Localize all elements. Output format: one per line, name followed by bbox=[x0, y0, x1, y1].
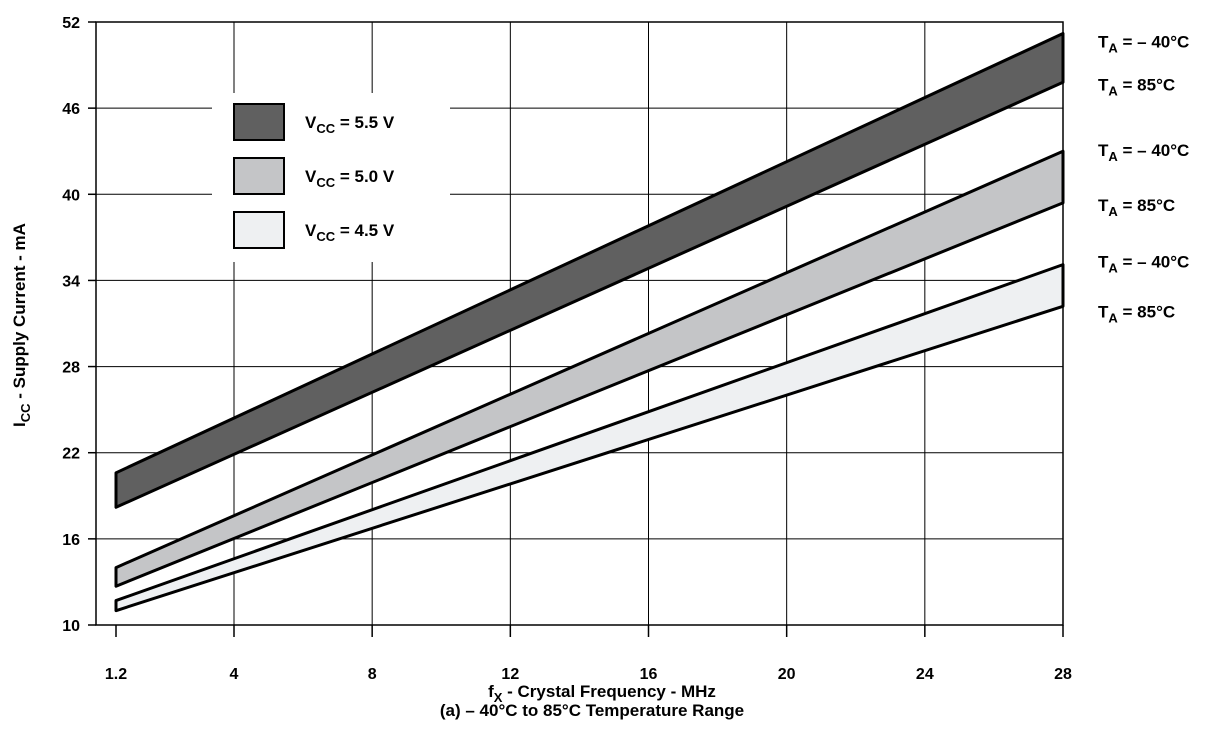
y-tick-label: 34 bbox=[62, 273, 80, 290]
y-tick-label: 22 bbox=[62, 446, 80, 463]
temp-annotation-2: TA = 85°C bbox=[1098, 75, 1175, 98]
y-axis-label: ICC - Supply Current - mA bbox=[10, 223, 33, 427]
x-tick-label: 28 bbox=[1054, 666, 1072, 683]
y-tick-label: 52 bbox=[62, 15, 80, 32]
legend-swatch-1 bbox=[233, 103, 285, 141]
band-1 bbox=[114, 31, 1065, 509]
chart-caption: (a) – 40°C to 85°C Temperature Range bbox=[440, 701, 744, 720]
legend-label-2: VCC = 5.0 V bbox=[305, 167, 395, 190]
x-tick-label: 8 bbox=[368, 666, 377, 683]
temp-annotation-1: TA = – 40°C bbox=[1098, 32, 1189, 55]
temp-annotation-4: TA = 85°C bbox=[1098, 196, 1175, 219]
x-axis-label: fX - Crystal Frequency - MHz bbox=[488, 682, 716, 705]
temp-annotation-3: TA = – 40°C bbox=[1098, 141, 1189, 164]
plot-frame bbox=[95, 21, 1064, 626]
x-tick-label: 24 bbox=[916, 666, 934, 683]
temperature-annotations: TA = – 40°C TA = 85°C TA = – 40°C TA = 85°C… bbox=[1098, 32, 1189, 325]
x-axis-ticks: 1.2 4 8 12 16 20 24 28 bbox=[105, 625, 1072, 683]
x-tick-label: 12 bbox=[501, 666, 519, 683]
legend-label-3: VCC = 4.5 V bbox=[305, 221, 395, 244]
legend: VCC = 5.5 V VCC = 5.0 V VCC = 4.5 V bbox=[233, 103, 395, 249]
legend-label-1: VCC = 5.5 V bbox=[305, 113, 395, 136]
x-tick-label: 4 bbox=[230, 666, 239, 683]
x-tick-label: 1.2 bbox=[105, 666, 127, 683]
y-axis-ticks: 10 16 22 28 34 40 46 52 bbox=[62, 15, 96, 635]
legend-swatch-2 bbox=[233, 157, 285, 195]
temp-annotation-6: TA = 85°C bbox=[1098, 302, 1175, 325]
y-tick-label: 28 bbox=[62, 360, 80, 377]
band-2 bbox=[114, 149, 1065, 588]
y-tick-label: 10 bbox=[62, 618, 80, 635]
data-bands bbox=[114, 31, 1065, 613]
temp-annotation-5: TA = – 40°C bbox=[1098, 253, 1189, 276]
y-tick-label: 46 bbox=[62, 101, 80, 118]
x-tick-label: 20 bbox=[778, 666, 796, 683]
y-tick-label: 40 bbox=[62, 187, 80, 204]
x-tick-label: 16 bbox=[640, 666, 658, 683]
y-tick-label: 16 bbox=[62, 532, 80, 549]
legend-swatch-3 bbox=[233, 211, 285, 249]
band-3 bbox=[114, 263, 1065, 613]
